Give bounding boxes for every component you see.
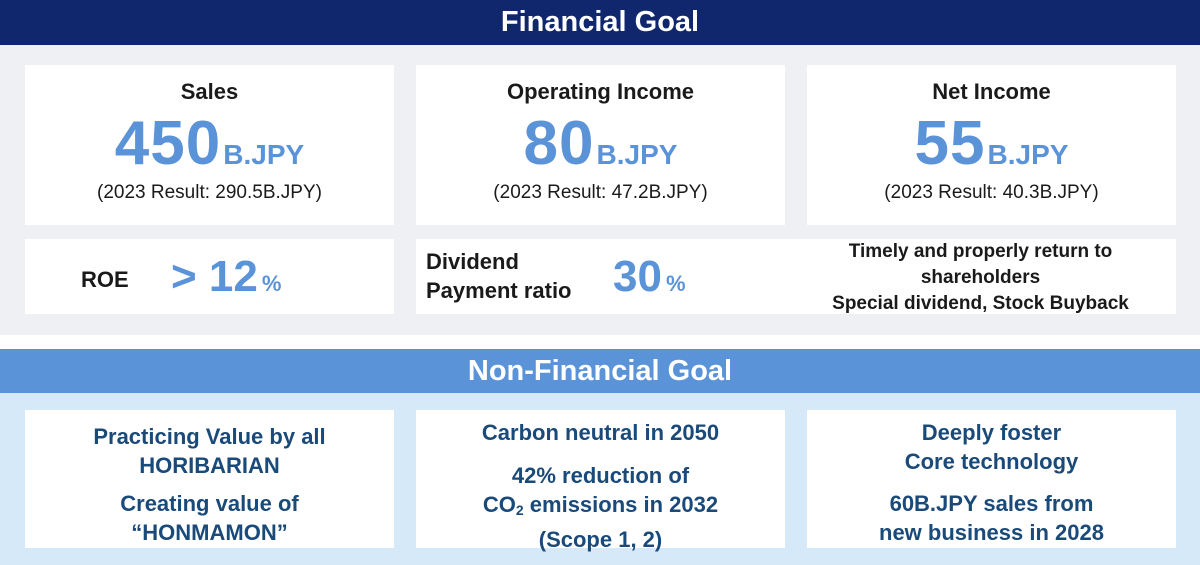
- dividend-unit: %: [665, 271, 686, 296]
- financial-goal-title: Financial Goal: [500, 6, 700, 38]
- technology-line4: new business in 2028: [879, 520, 1104, 545]
- dividend-label: Dividend Payment ratio: [426, 247, 572, 305]
- net-income-unit: B.JPY: [987, 139, 1069, 170]
- shareholder-return-line2: shareholders: [920, 267, 1041, 288]
- shareholder-return-line1: Timely and properly return to: [848, 241, 1113, 262]
- operating-income-unit: B.JPY: [596, 139, 678, 170]
- nonfinancial-goal-section: Practicing Value by all HORIBARIAN Creat…: [0, 393, 1200, 565]
- financial-goal-section: Sales 450B.JPY (2023 Result: 290.5B.JPY)…: [0, 45, 1200, 335]
- dividend-number: 30: [613, 252, 662, 301]
- nonfinancial-goal-header: Non-Financial Goal: [0, 349, 1200, 393]
- roe-number: > 12: [171, 252, 258, 301]
- dividend-label-line2: Payment ratio: [426, 278, 572, 303]
- sales-result: (2023 Result: 290.5B.JPY): [97, 182, 322, 203]
- technology-card: Deeply foster Core technology 60B.JPY sa…: [807, 410, 1176, 548]
- carbon-line1: Carbon neutral in 2050: [481, 420, 720, 445]
- carbon-card: Carbon neutral in 2050 42% reduction of …: [416, 410, 785, 552]
- technology-line1: Deeply foster: [921, 420, 1062, 445]
- net-income-card: Net Income 55B.JPY (2023 Result: 40.3B.J…: [807, 65, 1176, 225]
- dividend-card: Dividend Payment ratio 30%: [416, 239, 785, 314]
- carbon-line2: 42% reduction of: [511, 463, 690, 488]
- roe-label: ROE: [81, 267, 129, 292]
- value-text-top: Practicing Value by all HORIBARIAN: [25, 422, 394, 480]
- sales-card: Sales 450B.JPY (2023 Result: 290.5B.JPY): [25, 65, 394, 225]
- carbon-line4: (Scope 1, 2): [538, 527, 663, 552]
- co2-prefix: CO: [482, 492, 516, 517]
- shareholder-return-card: Timely and properly return to shareholde…: [785, 239, 1176, 314]
- value-card: Practicing Value by all HORIBARIAN Creat…: [25, 410, 394, 548]
- sales-title: Sales: [180, 79, 239, 104]
- shareholder-return-text: Timely and properly return to shareholde…: [785, 239, 1176, 317]
- financial-goal-header: Financial Goal: [0, 0, 1200, 45]
- sales-number: 450: [114, 109, 222, 178]
- technology-line3: 60B.JPY sales from: [889, 491, 1094, 516]
- operating-income-title: Operating Income: [506, 79, 695, 104]
- carbon-text-bottom: 42% reduction of CO2 emissions in 2032 (…: [416, 461, 785, 554]
- operating-income-number: 80: [523, 109, 595, 178]
- technology-text-bottom: 60B.JPY sales from new business in 2028: [807, 489, 1176, 547]
- dividend-label-line1: Dividend: [426, 249, 519, 274]
- net-income-title: Net Income: [932, 79, 1051, 104]
- shareholder-return-line3: Special dividend, Stock Buyback: [832, 293, 1129, 314]
- value-text-bottom: Creating value of “HONMAMON”: [25, 489, 394, 547]
- roe-unit: %: [261, 271, 282, 296]
- roe-value: > 12%: [171, 255, 281, 299]
- operating-income-result: (2023 Result: 47.2B.JPY): [493, 182, 708, 203]
- value-line3: Creating value of: [120, 491, 299, 516]
- net-income-number: 55: [914, 109, 986, 178]
- dividend-value: 30%: [613, 255, 686, 299]
- co2-subscript: 2: [515, 502, 524, 518]
- value-line4: “HONMAMON”: [131, 520, 288, 545]
- co2-suffix: emissions in 2032: [523, 492, 719, 517]
- carbon-line3: CO2 emissions in 2032: [416, 490, 785, 525]
- sales-unit: B.JPY: [223, 139, 305, 170]
- sales-value: 450B.JPY: [25, 113, 394, 175]
- net-income-value: 55B.JPY: [807, 113, 1176, 175]
- nonfinancial-goal-title: Non-Financial Goal: [467, 354, 733, 387]
- value-line2: HORIBARIAN: [139, 453, 280, 478]
- operating-income-card: Operating Income 80B.JPY (2023 Result: 4…: [416, 65, 785, 225]
- value-line1: Practicing Value by all: [93, 424, 326, 449]
- operating-income-value: 80B.JPY: [416, 113, 785, 175]
- technology-line2: Core technology: [904, 449, 1079, 474]
- net-income-result: (2023 Result: 40.3B.JPY): [884, 182, 1099, 203]
- roe-card: ROE > 12%: [25, 239, 394, 314]
- technology-text-top: Deeply foster Core technology: [807, 418, 1176, 476]
